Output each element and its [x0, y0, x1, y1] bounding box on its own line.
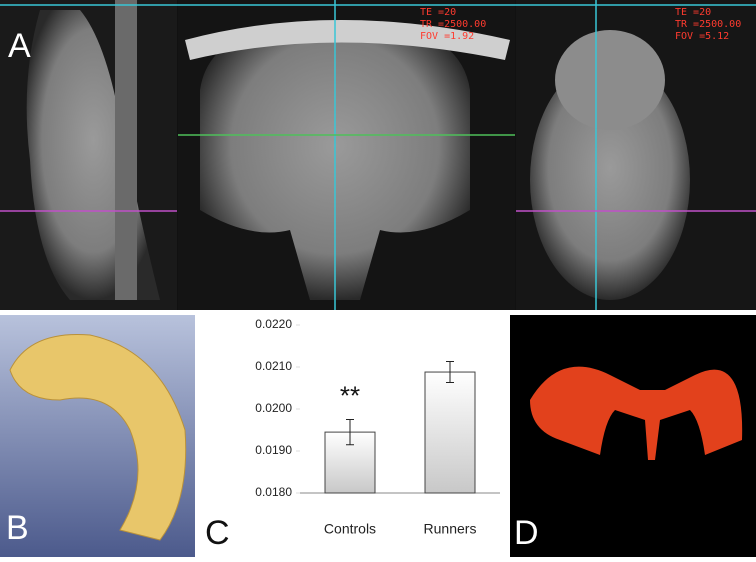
hippocampus-render	[530, 366, 743, 460]
bar-chart: 0.0180 0.0190 0.0200 0.0210 0.0220 Controls Ru…	[255, 317, 500, 537]
panel-label: C	[205, 514, 230, 552]
scan-param: TR =2500.00	[675, 19, 741, 30]
hippocampus-render	[9, 333, 187, 541]
error-bar	[446, 361, 454, 384]
scan-param: FOV =1.92	[420, 31, 474, 42]
annotation: **	[340, 380, 360, 410]
panel-label: A	[8, 27, 31, 65]
axial-image	[516, 0, 756, 310]
coronal-image	[178, 0, 515, 310]
x-tick-label: Runners	[424, 521, 477, 537]
scan-param: FOV =5.12	[675, 31, 729, 42]
error-bar	[346, 419, 354, 446]
panel-label: B	[6, 509, 29, 547]
bar	[424, 371, 476, 494]
y-tick-label: 0.0210	[255, 359, 292, 373]
panel-label: D	[514, 514, 539, 552]
x-tick-label: Controls	[324, 521, 376, 537]
scan-param: TR =2500.00	[420, 19, 486, 30]
y-tick-label: 0.0220	[255, 317, 292, 331]
scan-param: TE =20	[420, 7, 456, 18]
y-tick-label: 0.0190	[255, 443, 292, 457]
sagittal-image	[0, 0, 177, 310]
scan-param: TE =20	[675, 7, 711, 18]
y-tick-label: 0.0180	[255, 485, 292, 499]
y-tick-label: 0.0200	[255, 401, 292, 415]
